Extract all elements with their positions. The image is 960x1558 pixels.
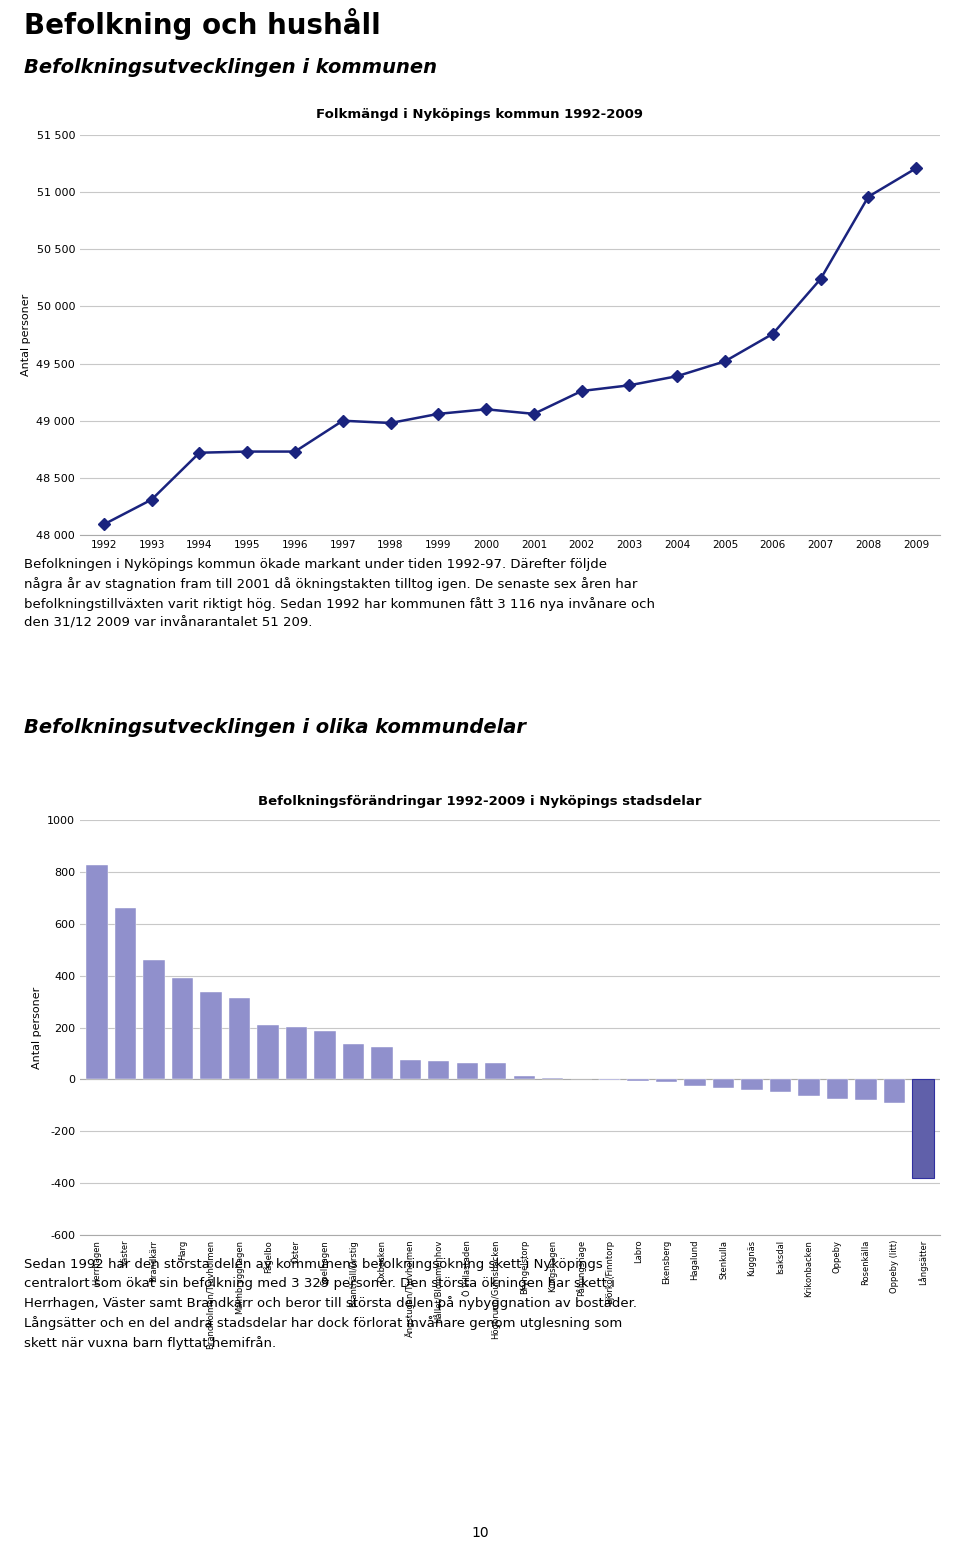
Bar [912,1080,933,1178]
Text: Befolkningsutvecklingen i kommunen: Befolkningsutvecklingen i kommunen [24,58,437,76]
Bar [314,1031,336,1080]
Bar [286,1027,307,1080]
Text: Befolkning och hushåll: Befolkning och hushåll [24,8,381,41]
Bar [684,1080,706,1086]
Bar [884,1080,905,1103]
Text: Sedan 1992 har den största delen av kommunens befolkningsökning skett i Nyköping: Sedan 1992 har den största delen av komm… [24,1257,637,1349]
Bar [656,1080,678,1081]
Bar [855,1080,876,1100]
Bar [741,1080,763,1089]
Text: Folkmängd i Nyköpings kommun 1992-2009: Folkmängd i Nyköpings kommun 1992-2009 [317,108,643,122]
Bar [86,865,108,1080]
Bar [428,1061,449,1080]
Bar [343,1044,364,1080]
Text: Befolkningen i Nyköpings kommun ökade markant under tiden 1992-97. Därefter följ: Befolkningen i Nyköpings kommun ökade ma… [24,558,655,629]
Text: Befolkningsutvecklingen i olika kommundelar: Befolkningsutvecklingen i olika kommunde… [24,718,526,737]
Bar [372,1047,393,1080]
Bar [228,997,251,1080]
Y-axis label: Antal personer: Antal personer [21,294,31,375]
Bar [457,1063,478,1080]
Bar [770,1080,791,1092]
Bar [201,992,222,1080]
Bar [399,1059,421,1080]
Bar [257,1025,278,1080]
Bar [115,908,136,1080]
Bar [485,1063,507,1080]
Text: 10: 10 [471,1525,489,1539]
Y-axis label: Antal personer: Antal personer [32,986,41,1069]
Bar [143,960,165,1080]
Bar [172,978,193,1080]
Text: Befolkningsförändringar 1992-2009 i Nyköpings stadsdelar: Befolkningsförändringar 1992-2009 i Nykö… [258,795,702,809]
Bar [799,1080,820,1097]
Bar [713,1080,734,1089]
Bar [827,1080,849,1098]
Bar [514,1077,535,1080]
